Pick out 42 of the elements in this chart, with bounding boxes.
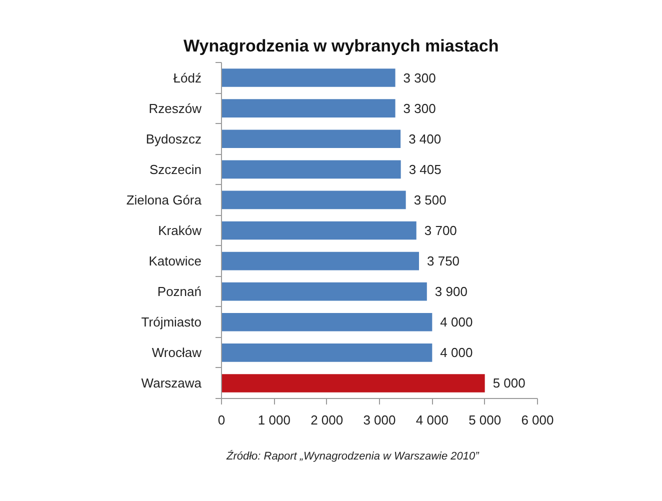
bar: [222, 130, 401, 148]
data-label: 3 500: [414, 192, 446, 208]
bar: [222, 99, 396, 118]
bar: [222, 221, 416, 240]
data-label: 3 405: [408, 162, 442, 177]
bar: [222, 160, 401, 179]
x-tick-label: 1 000: [258, 412, 290, 428]
x-tick-label: 6 000: [521, 412, 554, 428]
data-label: 4 000: [440, 314, 473, 330]
y-tick-label: Szczecin: [149, 162, 202, 177]
y-tick-label: Zielona Góra: [126, 192, 202, 208]
x-tick-label: 5 000: [468, 412, 502, 428]
y-tick-label: Warszawa: [141, 376, 202, 391]
data-label: 3 300: [403, 70, 436, 86]
y-tick-label: Kraków: [158, 223, 202, 238]
y-tick-label: Poznań: [157, 284, 202, 300]
bar: [222, 190, 406, 210]
x-tick-label: 3 000: [363, 412, 396, 428]
bar: [222, 312, 432, 332]
y-tick-label: Bydoszcz: [146, 131, 202, 146]
data-label: 4 000: [440, 345, 473, 360]
text: Źródło: Raport „Wynagrodzenia w Warszawie 2010”: [226, 450, 480, 462]
bar: [222, 68, 396, 87]
x-tick-label: 4 000: [416, 412, 448, 428]
y-tick-label: Rzeszów: [148, 100, 202, 116]
y-tick-label: Wrocław: [152, 345, 202, 360]
data-label: 3 900: [434, 284, 468, 300]
y-tick-label: Łódź: [173, 70, 202, 86]
x-tick-label: 0: [218, 412, 226, 428]
y-tick-label: Katowice: [148, 254, 202, 269]
chart-title: Wynagrodzenia w wybranych miastach: [184, 36, 499, 56]
data-label: 3 750: [427, 254, 460, 269]
bar: [222, 282, 427, 301]
data-label: 3 400: [408, 131, 442, 146]
data-label: 5 000: [492, 376, 526, 391]
data-label: 3 700: [424, 223, 457, 238]
data-label: 3 300: [403, 100, 436, 116]
x-tick-label: 2 000: [310, 412, 344, 428]
y-tick-label: Trójmiasto: [141, 314, 202, 330]
bar: [222, 344, 432, 362]
bar: [222, 252, 419, 270]
bar: [222, 374, 485, 392]
